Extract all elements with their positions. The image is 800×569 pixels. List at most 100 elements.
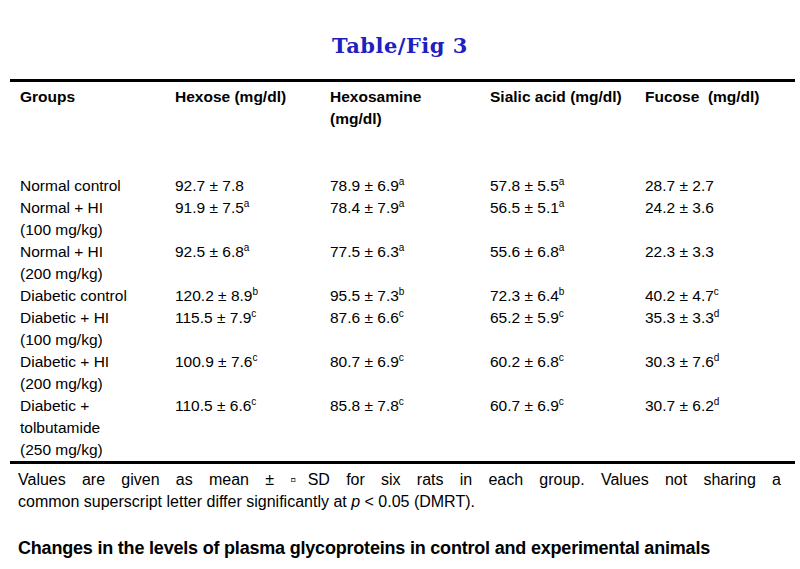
- superscript-letter: a: [399, 176, 405, 187]
- value-cell: 92.7 ± 7.8: [175, 175, 330, 197]
- footnote-line-1: Values are given as mean ± ▫SD for six r…: [18, 469, 781, 491]
- header-cell: Hexose (mg/dl): [175, 86, 330, 130]
- group-cell: Diabetic +tolbutamide(250 mg/kg): [20, 395, 175, 461]
- superscript-letter: d: [714, 308, 720, 319]
- group-cell: Diabetic + HI(100 mg/kg): [20, 307, 175, 351]
- footnote-p-italic: p: [351, 493, 360, 510]
- table-row: Normal + HI(100 mg/kg)91.9 ± 7.5a78.4 ± …: [20, 197, 795, 241]
- value-text: 57.8 ± 5.5: [490, 177, 559, 194]
- group-line: Diabetic +: [20, 395, 175, 417]
- superscript-letter: c: [714, 286, 719, 297]
- value-text: 56.5 ± 5.1: [490, 199, 559, 216]
- table-header-row: GroupsHexose (mg/dl)Hexosamine(mg/dl)Sia…: [20, 86, 795, 130]
- value-cell: 65.2 ± 5.9c: [490, 307, 645, 351]
- group-line: tolbutamide: [20, 417, 175, 439]
- group-line: Diabetic control: [20, 285, 175, 307]
- value-text: 22.3 ± 3.3: [645, 243, 714, 260]
- table-row: Diabetic control120.2 ± 8.9b95.5 ± 7.3b7…: [20, 285, 795, 307]
- value-cell: 30.3 ± 7.6d: [645, 351, 795, 395]
- group-line: (200 mg/kg): [20, 263, 175, 285]
- superscript-letter: c: [252, 352, 257, 363]
- group-line: Diabetic + HI: [20, 351, 175, 373]
- value-cell: 92.5 ± 6.8a: [175, 241, 330, 285]
- footnote-line2-pre: common superscript letter differ signifi…: [18, 493, 351, 510]
- value-cell: 56.5 ± 5.1a: [490, 197, 645, 241]
- value-text: 55.6 ± 6.8: [490, 243, 559, 260]
- superscript-letter: b: [252, 286, 258, 297]
- value-cell: 120.2 ± 8.9b: [175, 285, 330, 307]
- header-cell: Fucose (mg/dl): [645, 86, 795, 130]
- footnote-line2-post: < 0.05 (DMRT).: [360, 493, 475, 510]
- superscript-letter: b: [399, 286, 405, 297]
- value-text: 60.2 ± 6.8: [490, 353, 559, 370]
- header-line: Sialic acid (mg/dl): [490, 86, 645, 108]
- value-cell: 55.6 ± 6.8a: [490, 241, 645, 285]
- value-text: 95.5 ± 7.3: [330, 287, 399, 304]
- header-line: Hexose (mg/dl): [175, 86, 330, 108]
- value-cell: 24.2 ± 3.6: [645, 197, 795, 241]
- value-cell: 72.3 ± 6.4b: [490, 285, 645, 307]
- value-text: 120.2 ± 8.9: [175, 287, 252, 304]
- value-text: 40.2 ± 4.7: [645, 287, 714, 304]
- value-cell: 57.8 ± 5.5a: [490, 175, 645, 197]
- superscript-letter: c: [559, 352, 564, 363]
- table-row: Normal + HI(200 mg/kg)92.5 ± 6.8a77.5 ± …: [20, 241, 795, 285]
- value-text: 100.9 ± 7.6: [175, 353, 252, 370]
- footnote-line-2: common superscript letter differ signifi…: [18, 491, 781, 513]
- group-line: (200 mg/kg): [20, 373, 175, 395]
- value-text: 78.9 ± 6.9: [330, 177, 399, 194]
- superscript-letter: c: [251, 308, 256, 319]
- table-row: Diabetic + HI(100 mg/kg)115.5 ± 7.9c87.6…: [20, 307, 795, 351]
- figure-page: Table/Fig 3 GroupsHexose (mg/dl)Hexosami…: [0, 33, 800, 569]
- value-text: 65.2 ± 5.9: [490, 309, 559, 326]
- value-text: 91.9 ± 7.5: [175, 199, 244, 216]
- header-cell: Sialic acid (mg/dl): [490, 86, 645, 130]
- value-cell: 95.5 ± 7.3b: [330, 285, 490, 307]
- header-line: (mg/dl): [330, 108, 490, 130]
- superscript-letter: a: [399, 198, 405, 209]
- group-line: (100 mg/kg): [20, 329, 175, 351]
- table-row: Diabetic +tolbutamide(250 mg/kg)110.5 ± …: [20, 395, 795, 461]
- header-line: Fucose (mg/dl): [645, 86, 795, 108]
- value-text: 92.5 ± 6.8: [175, 243, 244, 260]
- value-cell: 87.6 ± 6.6c: [330, 307, 490, 351]
- group-cell: Diabetic + HI(200 mg/kg): [20, 351, 175, 395]
- group-line: Normal + HI: [20, 241, 175, 263]
- superscript-letter: a: [559, 242, 565, 253]
- superscript-letter: c: [251, 396, 256, 407]
- value-text: 85.8 ± 7.8: [330, 397, 399, 414]
- header-line: Hexosamine: [330, 86, 490, 108]
- value-text: 115.5 ± 7.9: [175, 309, 251, 326]
- group-cell: Diabetic control: [20, 285, 175, 307]
- value-cell: 35.3 ± 3.3d: [645, 307, 795, 351]
- value-text: 60.7 ± 6.9: [490, 397, 559, 414]
- value-cell: 80.7 ± 6.9c: [330, 351, 490, 395]
- figure-title: Table/Fig 3: [0, 33, 800, 58]
- value-cell: 78.9 ± 6.9a: [330, 175, 490, 197]
- value-cell: 91.9 ± 7.5a: [175, 197, 330, 241]
- value-text: 110.5 ± 6.6: [175, 397, 251, 414]
- superscript-letter: c: [399, 352, 404, 363]
- superscript-letter: c: [559, 396, 564, 407]
- value-cell: 78.4 ± 7.9a: [330, 197, 490, 241]
- value-text: 35.3 ± 3.3: [645, 309, 714, 326]
- value-text: 72.3 ± 6.4: [490, 287, 559, 304]
- table-top-rule: [10, 79, 795, 82]
- value-text: 92.7 ± 7.8: [175, 177, 244, 194]
- value-text: 28.7 ± 2.7: [645, 177, 714, 194]
- header-cell: Hexosamine(mg/dl): [330, 86, 490, 130]
- value-cell: 22.3 ± 3.3: [645, 241, 795, 285]
- value-text: 87.6 ± 6.6: [330, 309, 399, 326]
- superscript-letter: a: [399, 242, 405, 253]
- header-line: Groups: [20, 86, 175, 108]
- superscript-letter: a: [559, 198, 565, 209]
- table-body: Normal control92.7 ± 7.878.9 ± 6.9a57.8 …: [0, 175, 800, 461]
- value-cell: 115.5 ± 7.9c: [175, 307, 330, 351]
- value-cell: 110.5 ± 6.6c: [175, 395, 330, 461]
- value-text: 30.3 ± 7.6: [645, 353, 714, 370]
- value-cell: 100.9 ± 7.6c: [175, 351, 330, 395]
- value-cell: 28.7 ± 2.7: [645, 175, 795, 197]
- value-cell: 60.7 ± 6.9c: [490, 395, 645, 461]
- value-text: 80.7 ± 6.9: [330, 353, 399, 370]
- superscript-letter: c: [559, 308, 564, 319]
